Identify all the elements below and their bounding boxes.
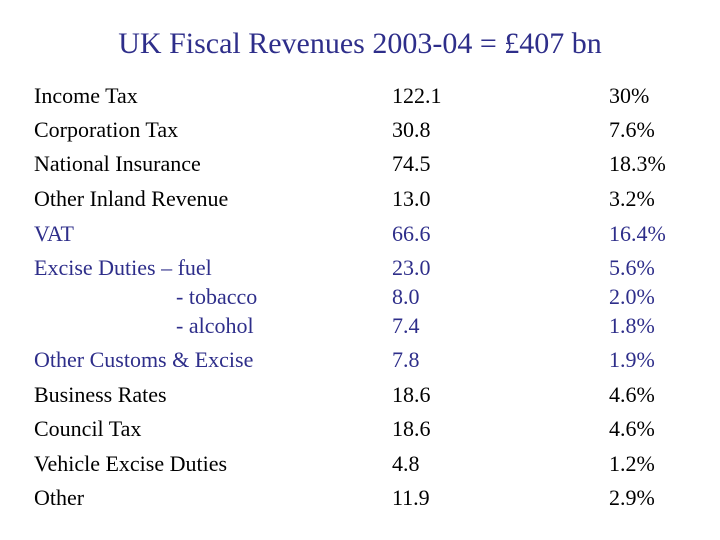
row-label: - alcohol bbox=[176, 313, 254, 338]
slide-title: UK Fiscal Revenues 2003-04 = £407 bn bbox=[118, 27, 602, 60]
row-value: 13.0 bbox=[392, 186, 431, 211]
row-label: Corporation Tax bbox=[34, 117, 179, 142]
row-percent: 7.6% bbox=[609, 117, 655, 142]
row-value: 18.6 bbox=[392, 416, 431, 441]
row-label: Other Customs & Excise bbox=[34, 347, 254, 372]
row-percent: 16.4% bbox=[609, 221, 666, 246]
row-percent: 2.9% bbox=[609, 485, 655, 510]
row-percent: 30% bbox=[609, 83, 650, 108]
row-label: VAT bbox=[34, 221, 74, 246]
row-label: Business Rates bbox=[34, 382, 167, 407]
row-value: 8.0 bbox=[392, 284, 420, 309]
row-label: Income Tax bbox=[34, 83, 138, 108]
row-label: Other Inland Revenue bbox=[34, 186, 229, 211]
row-percent: 1.8% bbox=[609, 313, 655, 338]
row-percent: 1.9% bbox=[609, 347, 655, 372]
row-percent: 3.2% bbox=[609, 186, 655, 211]
row-label: Other bbox=[34, 485, 85, 510]
row-value: 122.1 bbox=[392, 83, 442, 108]
row-label: Excise Duties – fuel bbox=[34, 255, 212, 280]
row-value: 7.8 bbox=[392, 347, 420, 372]
row-label: National Insurance bbox=[34, 151, 201, 176]
row-value: 7.4 bbox=[392, 313, 420, 338]
row-percent: 18.3% bbox=[609, 151, 666, 176]
row-value: 4.8 bbox=[392, 451, 420, 476]
row-percent: 4.6% bbox=[609, 382, 655, 407]
row-label: Vehicle Excise Duties bbox=[34, 451, 228, 476]
row-value: 23.0 bbox=[392, 255, 431, 280]
row-percent: 1.2% bbox=[609, 451, 655, 476]
row-label: Council Tax bbox=[34, 416, 142, 441]
row-value: 11.9 bbox=[392, 485, 430, 510]
row-percent: 4.6% bbox=[609, 416, 655, 441]
row-value: 74.5 bbox=[392, 151, 431, 176]
row-percent: 2.0% bbox=[609, 284, 655, 309]
row-percent: 5.6% bbox=[609, 255, 655, 280]
row-value: 30.8 bbox=[392, 117, 431, 142]
row-value: 66.6 bbox=[392, 221, 431, 246]
row-value: 18.6 bbox=[392, 382, 431, 407]
row-label: - tobacco bbox=[176, 284, 258, 309]
